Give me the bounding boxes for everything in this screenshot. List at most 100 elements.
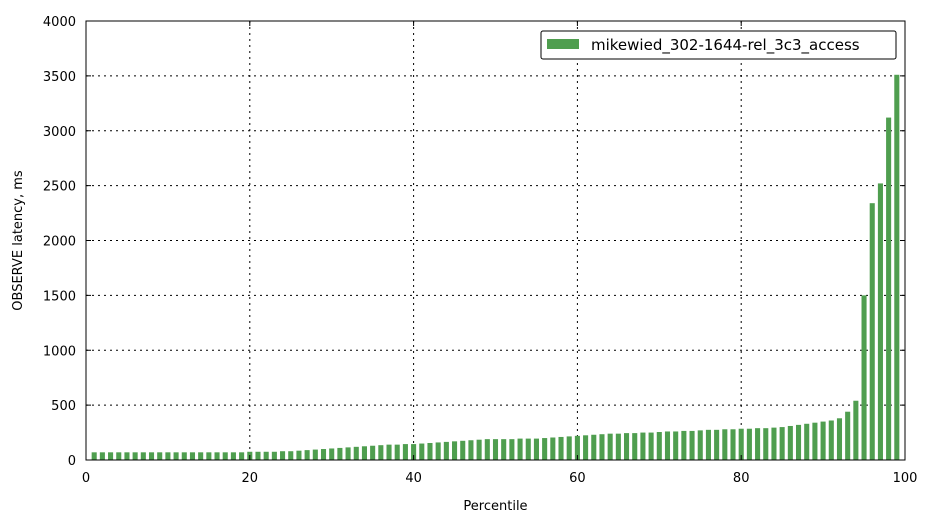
bar xyxy=(517,438,523,460)
bar xyxy=(550,437,556,460)
bar xyxy=(558,436,564,460)
bar xyxy=(894,74,900,460)
y-tick-label: 500 xyxy=(51,399,76,414)
bar xyxy=(746,428,752,460)
bar xyxy=(845,411,851,460)
bar xyxy=(386,444,392,460)
y-axis-title: OBSERVE latency, ms xyxy=(11,170,26,311)
bar xyxy=(443,441,449,460)
bar xyxy=(820,421,826,460)
bar xyxy=(869,203,875,460)
x-axis-title: Percentile xyxy=(463,499,527,514)
bar xyxy=(714,429,720,460)
bar xyxy=(230,452,236,460)
bar xyxy=(91,452,97,460)
bar xyxy=(656,432,662,460)
bar xyxy=(722,429,728,460)
bar xyxy=(353,446,359,460)
bar xyxy=(828,420,834,460)
bar xyxy=(607,433,613,460)
bar xyxy=(337,447,343,460)
bar xyxy=(239,452,245,460)
bar xyxy=(533,438,539,460)
y-tick-label: 3500 xyxy=(43,70,76,85)
x-tick-labels: 0 20 40 60 80 100 xyxy=(82,471,918,486)
y-tick-label: 1000 xyxy=(43,344,76,359)
bar xyxy=(484,439,490,460)
bar xyxy=(591,434,597,460)
bar xyxy=(615,433,621,460)
bar xyxy=(836,418,843,460)
bar xyxy=(689,430,695,460)
bar xyxy=(542,438,548,460)
bar xyxy=(730,429,736,460)
bar xyxy=(771,427,777,460)
bar xyxy=(173,452,179,460)
bar xyxy=(476,439,482,460)
bar xyxy=(148,452,155,460)
bar xyxy=(795,424,802,460)
bar xyxy=(763,428,769,460)
y-tick-label: 3000 xyxy=(43,125,76,140)
x-tick-label: 100 xyxy=(893,471,918,486)
bar xyxy=(804,423,810,460)
y-tick-label: 1500 xyxy=(43,289,76,304)
x-tick-label: 40 xyxy=(405,471,422,486)
grid-lines xyxy=(86,21,905,460)
bar xyxy=(853,400,859,460)
bar xyxy=(632,433,638,460)
x-tick-label: 60 xyxy=(569,471,586,486)
bar xyxy=(222,452,228,460)
bar xyxy=(468,440,474,460)
bar xyxy=(124,452,130,460)
axis-ticks xyxy=(85,20,906,461)
bar xyxy=(157,452,163,460)
x-tick-label: 80 xyxy=(733,471,750,486)
bar xyxy=(812,422,818,460)
bar xyxy=(583,435,589,460)
bar xyxy=(99,452,105,460)
bar xyxy=(255,451,261,460)
bar xyxy=(402,444,408,460)
bar xyxy=(501,439,507,460)
bar xyxy=(697,430,703,460)
legend-label: mikewied_302-1644-rel_3c3_access xyxy=(591,36,860,55)
legend-box xyxy=(540,30,897,60)
bar xyxy=(566,436,572,460)
legend-swatch xyxy=(547,39,579,49)
bar xyxy=(361,446,367,460)
bar xyxy=(140,452,146,460)
bar xyxy=(419,443,425,460)
bar xyxy=(755,428,761,460)
bar xyxy=(886,117,892,460)
bar xyxy=(329,448,335,460)
bar xyxy=(263,451,269,460)
bar xyxy=(288,451,294,460)
y-tick-labels: 0 500 1000 1500 2000 2500 3000 3500 4000 xyxy=(43,15,76,469)
bar xyxy=(189,452,196,460)
bar xyxy=(738,428,744,460)
bar xyxy=(165,452,171,460)
bar xyxy=(427,442,433,460)
bar xyxy=(116,452,122,460)
bar xyxy=(206,452,212,460)
bar xyxy=(280,451,286,460)
bar xyxy=(460,440,466,460)
x-tick-label: 0 xyxy=(82,471,90,486)
bar xyxy=(681,430,687,460)
legend: mikewied_302-1644-rel_3c3_access xyxy=(540,30,897,60)
bar xyxy=(705,429,711,460)
bar xyxy=(394,444,400,460)
bar xyxy=(214,452,220,460)
y-tick-label: 0 xyxy=(68,454,76,469)
bar xyxy=(599,434,605,460)
y-tick-label: 2000 xyxy=(43,235,76,250)
bar xyxy=(664,431,671,460)
bar xyxy=(435,442,441,460)
bar xyxy=(779,427,785,460)
bar xyxy=(624,433,630,460)
y-tick-label: 2500 xyxy=(43,180,76,195)
bar xyxy=(345,447,351,460)
bar xyxy=(574,435,580,460)
